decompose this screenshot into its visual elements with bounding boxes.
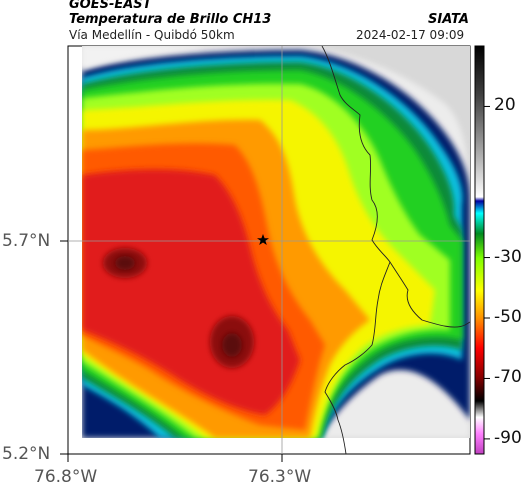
boundary-line-south bbox=[324, 261, 391, 455]
lat-label-south: 5.2°N bbox=[2, 444, 51, 464]
org-label: SIATA bbox=[428, 12, 469, 27]
star-icon bbox=[257, 234, 269, 245]
region-label: Vía Medellín - Quibdó 50km bbox=[69, 28, 235, 42]
colorbar-tick-label: -90 bbox=[494, 427, 522, 448]
temperature-field bbox=[82, 46, 470, 438]
field-core-west-inner bbox=[115, 256, 135, 270]
product-title: Temperatura de Brillo CH13 bbox=[69, 12, 272, 27]
satellite-name: GOES-EAST bbox=[69, 0, 152, 12]
lon-label-west: 76.8°W bbox=[34, 467, 98, 487]
colorbar-tick-label: -30 bbox=[494, 246, 522, 267]
lat-label-north: 5.7°N bbox=[2, 231, 51, 251]
colorbar-tick-label: -70 bbox=[494, 367, 522, 388]
colorbar-tick-label: -50 bbox=[494, 307, 522, 327]
datetime-label: 2024-02-17 09:09 bbox=[356, 28, 465, 42]
field-north-clear bbox=[82, 46, 200, 70]
colorbar-ticks bbox=[484, 105, 490, 440]
colorbar-tick-label: 20 bbox=[494, 95, 516, 116]
boundary-line-east bbox=[321, 45, 471, 328]
field-core-south-inner bbox=[222, 333, 242, 357]
lon-label-east: 76.3°W bbox=[248, 467, 312, 487]
colorbar bbox=[474, 45, 485, 455]
